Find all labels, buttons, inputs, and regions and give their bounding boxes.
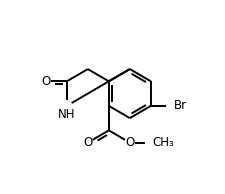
Text: O: O (41, 75, 50, 88)
Text: CH₃: CH₃ (152, 136, 173, 149)
Text: NH: NH (58, 108, 75, 121)
Text: Br: Br (173, 99, 186, 112)
Text: O: O (125, 136, 134, 149)
Text: O: O (83, 136, 92, 149)
